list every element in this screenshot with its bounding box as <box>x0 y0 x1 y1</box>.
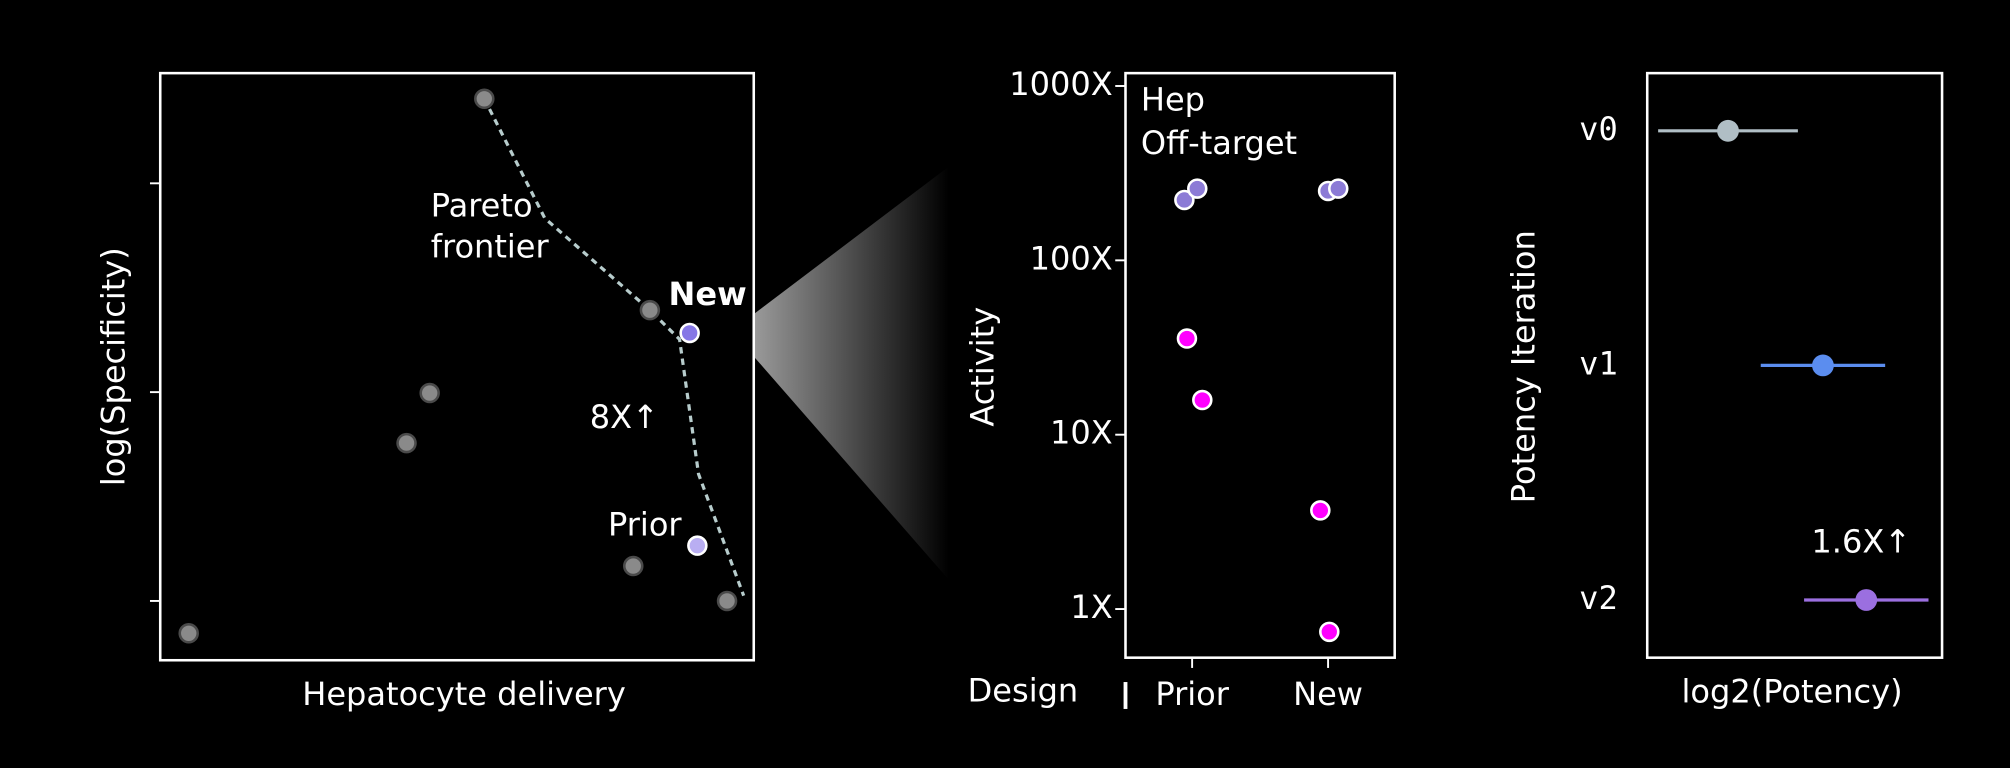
annotation: 1.6X↑ <box>1811 523 1911 561</box>
x-axis-label: Hepatocyte delivery <box>302 675 626 713</box>
y-tick-label: v2 <box>1579 579 1618 617</box>
point <box>178 623 199 644</box>
y-axis-label: log(Specificity) <box>94 247 132 486</box>
point <box>1174 189 1195 211</box>
point <box>1855 589 1878 611</box>
point <box>623 555 644 577</box>
legend-entry: Hep <box>1141 80 1205 118</box>
y-axis-label: Activity <box>963 307 1001 427</box>
plot-frame <box>158 71 756 662</box>
legend-entry: Off-target <box>1141 124 1297 162</box>
x-tick-label: Prior <box>1155 675 1229 713</box>
plot-frame <box>1124 71 1396 659</box>
zoom-cone <box>753 166 949 580</box>
point <box>1812 354 1834 377</box>
point-label: Prior <box>608 505 682 543</box>
point <box>1717 119 1739 142</box>
point <box>1328 178 1349 199</box>
point <box>639 299 661 321</box>
y-tick-label: 1X <box>1070 588 1112 626</box>
point <box>1187 178 1208 199</box>
frontier-label: frontier <box>431 228 550 266</box>
point <box>1176 328 1198 349</box>
y-tick-label: 10X <box>1050 414 1113 452</box>
point <box>1310 500 1331 521</box>
frontier-label: Pareto <box>431 187 533 225</box>
plot-frame <box>1645 71 1944 659</box>
annotation: 8X↑ <box>590 398 659 436</box>
y-axis-label: Potency Iteration <box>1504 230 1542 503</box>
point <box>679 322 700 344</box>
y-tick-label: v1 <box>1579 344 1618 382</box>
point <box>419 382 440 404</box>
point <box>474 88 495 110</box>
point <box>687 535 708 556</box>
y-tick-label: v0 <box>1579 110 1618 148</box>
point <box>396 432 417 454</box>
x-tick-label: New <box>1293 675 1363 713</box>
point <box>1319 621 1340 643</box>
pareto-frontier <box>482 98 746 597</box>
y-tick-label: 100X <box>1030 239 1113 277</box>
x-axis-label: log2(Potency) <box>1682 673 1903 711</box>
point-label: New <box>669 275 747 313</box>
y-tick-label: 1000X <box>1009 65 1112 103</box>
x-axis-label: Design <box>968 671 1079 709</box>
point <box>716 590 738 612</box>
point <box>1192 389 1213 411</box>
